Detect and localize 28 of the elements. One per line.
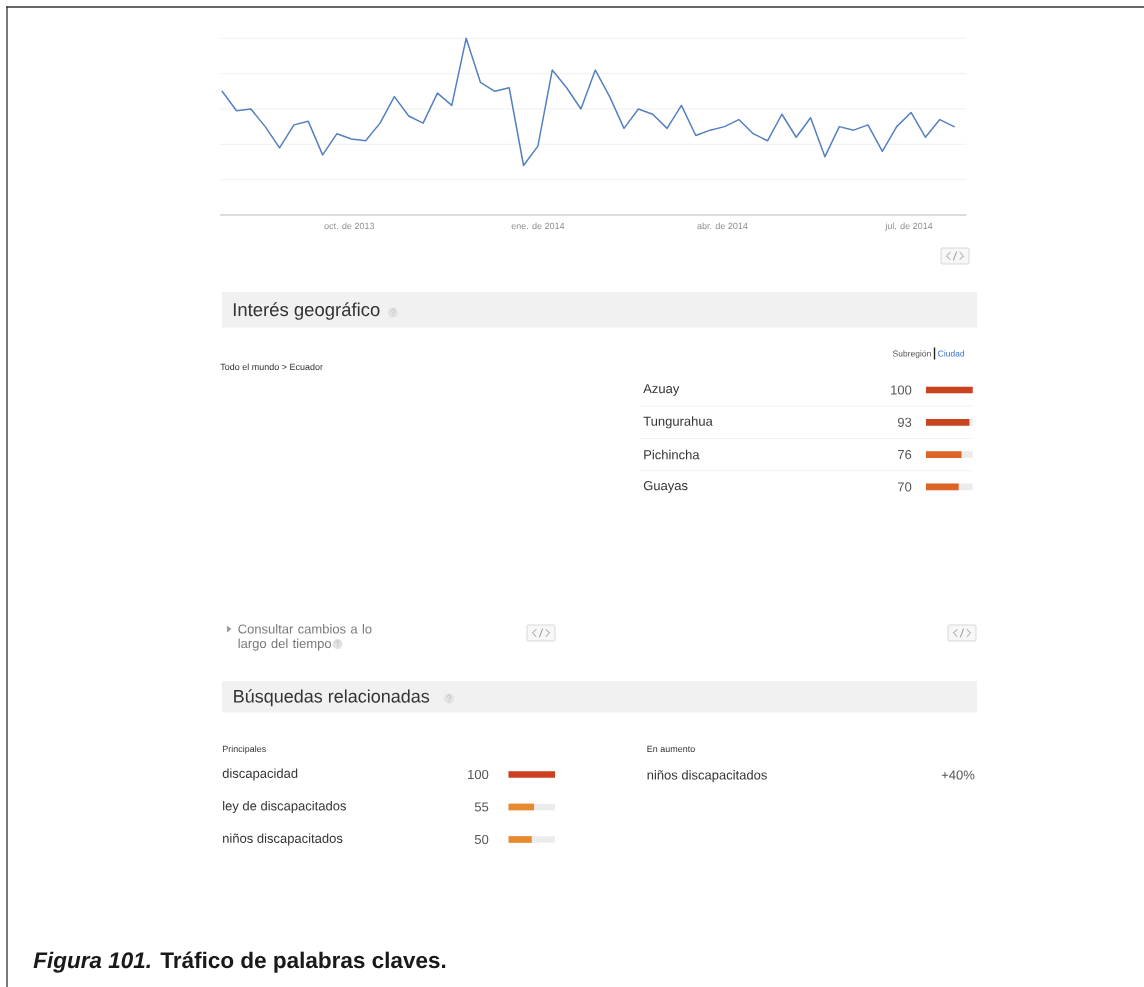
text: Principales [222,745,266,754]
x-tick-label: abr. de 2014 [697,222,748,230]
data-label: 100 [891,385,912,395]
text: Ciudad [938,350,965,357]
x-tick-label: ene. de 2014 [511,222,565,230]
y-tick-label: ley de discapacitados [223,800,347,814]
text: Todo el mundo > Ecuador [220,363,323,371]
x-tick-label: oct. de 2013 [324,222,375,230]
y-tick-label: Azuay [643,384,680,396]
y-tick-label: Tungurahua [643,416,713,429]
x-tick-label: jul. de 2014 [885,222,933,231]
y-tick-label: discapacidad [222,768,298,781]
text: Búsquedas relacionadas [234,689,430,707]
y-tick-label: niños discapacitados [223,833,343,846]
data-label: 100 [468,769,489,780]
text: En aumento [647,745,695,753]
y-tick-label: Guayas [643,480,688,493]
data-label: 93 [897,417,912,427]
data-label: 50 [474,834,489,845]
data-label: 55 [474,802,489,812]
text: Figura 101. Tráfico de palabras claves. [33,951,446,973]
text: Subregión [892,350,931,359]
text: +40% [941,770,975,780]
text: Interés geográfico [233,302,380,320]
data-label: 76 [898,449,912,460]
y-tick-label: Pichincha [644,449,700,460]
text: Consultar cambios a lo largo del tiempo [238,624,372,651]
data-label: 70 [898,482,912,492]
